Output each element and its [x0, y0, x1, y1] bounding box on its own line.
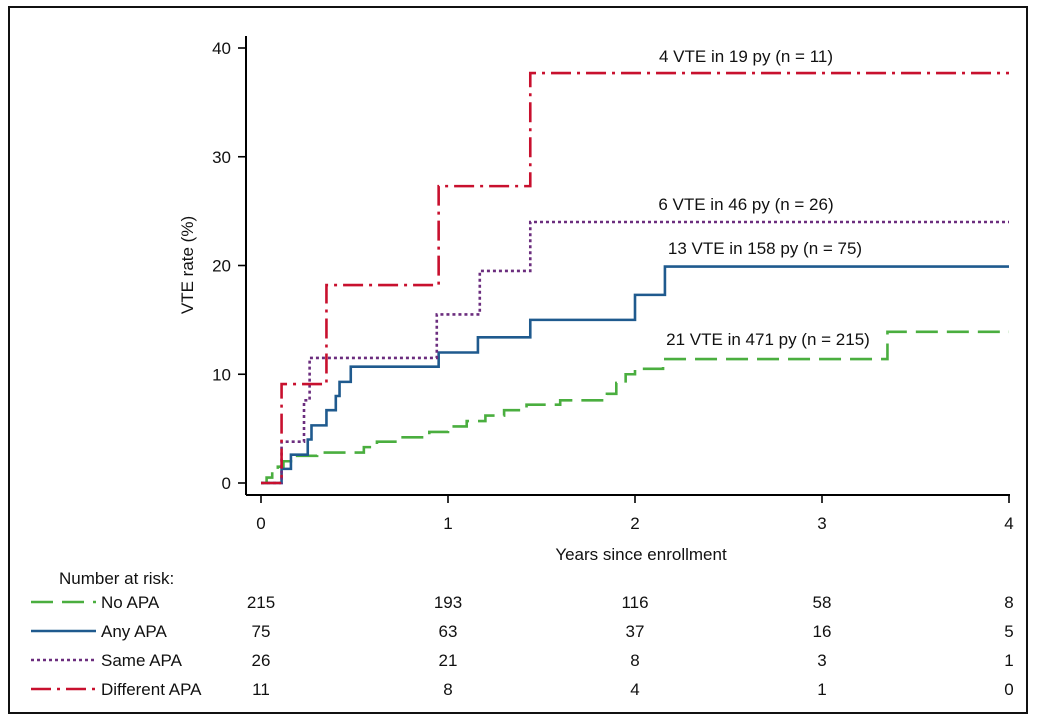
x-tick-label: 3: [817, 514, 826, 533]
x-tick-label: 1: [443, 514, 452, 533]
curve-different-apa: [261, 71, 1009, 485]
y-tick-label: 40: [212, 39, 231, 58]
risk-value: 8: [630, 651, 639, 670]
annotations: 21 VTE in 471 py (n = 215) 13 VTE in 158 …: [658, 47, 869, 349]
risk-value: 75: [252, 622, 271, 641]
risk-value: 193: [434, 593, 462, 612]
curve-any-apa: [261, 265, 1009, 485]
curve-same-apa: [261, 220, 1009, 485]
risk-value: 63: [439, 622, 458, 641]
risk-value: 1: [1004, 651, 1013, 670]
y-tick-label: 10: [212, 365, 231, 384]
curve-no-apa: [261, 330, 1009, 485]
risk-row-label: No APA: [101, 593, 160, 612]
figure-frame: [8, 6, 1028, 714]
y-tick-label: 20: [212, 257, 231, 276]
x-tick-label: 2: [630, 514, 639, 533]
risk-value: 0: [1004, 680, 1013, 699]
y-tick-label: 0: [222, 474, 231, 493]
annotation-different-apa: 4 VTE in 19 py (n = 11): [659, 47, 833, 66]
risk-value: 116: [621, 593, 648, 612]
risk-value: 11: [252, 680, 270, 699]
risk-row-label: Same APA: [101, 651, 183, 670]
annotation-no-apa: 21 VTE in 471 py (n = 215): [666, 330, 870, 349]
curves: [261, 71, 1009, 485]
risk-value: 1: [817, 680, 826, 699]
risk-value: 58: [813, 593, 832, 612]
risk-value: 26: [252, 651, 271, 670]
x-tick-label: 4: [1004, 514, 1013, 533]
x-tick-label: 0: [256, 514, 265, 533]
x-axis-label: Years since enrollment: [555, 545, 727, 564]
risk-value: 16: [813, 622, 832, 641]
risk-value: 8: [443, 680, 452, 699]
risk-row-label: Different APA: [101, 680, 202, 699]
annotation-any-apa: 13 VTE in 158 py (n = 75): [668, 239, 862, 258]
annotation-same-apa: 6 VTE in 46 py (n = 26): [658, 195, 833, 214]
y-tick-label: 30: [212, 148, 231, 167]
risk-value: 3: [817, 651, 826, 670]
risk-value: 21: [439, 651, 458, 670]
risk-value: 5: [1004, 622, 1013, 641]
risk-value: 4: [630, 680, 639, 699]
risk-table-title: Number at risk:: [59, 569, 174, 588]
axes: 0 10 20 30 40 0 1 2 3 4: [212, 36, 1014, 533]
risk-value: 8: [1004, 593, 1013, 612]
risk-row-label: Any APA: [101, 622, 167, 641]
y-axis-label: VTE rate (%): [178, 216, 197, 314]
risk-value: 37: [626, 622, 645, 641]
risk-value: 215: [247, 593, 275, 612]
